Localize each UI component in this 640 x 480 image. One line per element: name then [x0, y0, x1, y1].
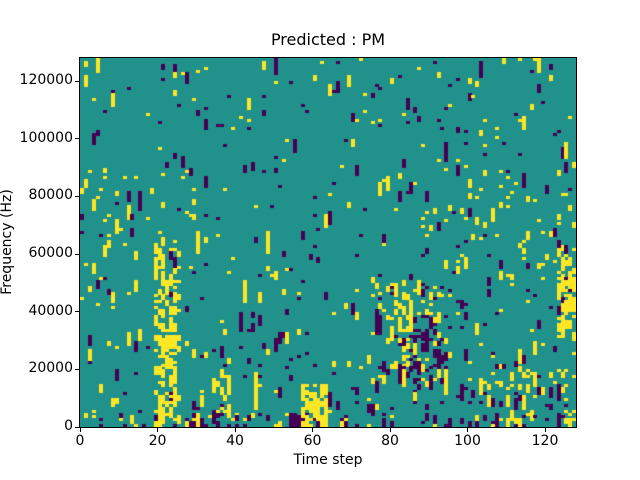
y-tick-mark [75, 195, 79, 197]
x-axis-label: Time step [293, 452, 363, 468]
chart-title: Predicted : PM [270, 30, 386, 49]
x-tick-label: 80 [381, 433, 399, 449]
y-tick-label: 40000 [28, 302, 73, 319]
x-tick-mark [312, 428, 313, 432]
y-tick-mark [75, 311, 79, 313]
y-tick-mark [75, 253, 79, 255]
x-tick-mark [234, 428, 236, 432]
x-tick-label: 120 [531, 433, 559, 449]
x-tick-label: 100 [454, 433, 481, 449]
x-tick-mark [467, 428, 468, 432]
heatmap-canvas [80, 58, 576, 427]
y-tick-label: 80000 [28, 187, 73, 204]
y-tick-label: 120000 [19, 72, 73, 89]
y-axis-label: Frequency (Hz) [0, 189, 15, 295]
x-tick-label: 20 [148, 433, 167, 449]
y-tick-mark [75, 138, 79, 140]
x-tick-label: 40 [226, 433, 244, 449]
y-tick-label: 100000 [19, 129, 73, 146]
y-tick-label: 20000 [28, 360, 73, 377]
x-tick-mark [79, 428, 81, 432]
y-tick-mark [75, 426, 79, 428]
x-tick-label: 60 [303, 433, 322, 449]
y-tick-label: 0 [64, 418, 73, 434]
x-tick-mark [544, 428, 546, 432]
x-tick-mark [157, 428, 158, 432]
plot-area [79, 57, 577, 428]
x-tick-mark [389, 428, 391, 432]
y-tick-mark [75, 80, 79, 82]
y-tick-mark [75, 368, 79, 370]
y-tick-label: 60000 [28, 245, 73, 262]
x-tick-label: 0 [75, 433, 85, 449]
